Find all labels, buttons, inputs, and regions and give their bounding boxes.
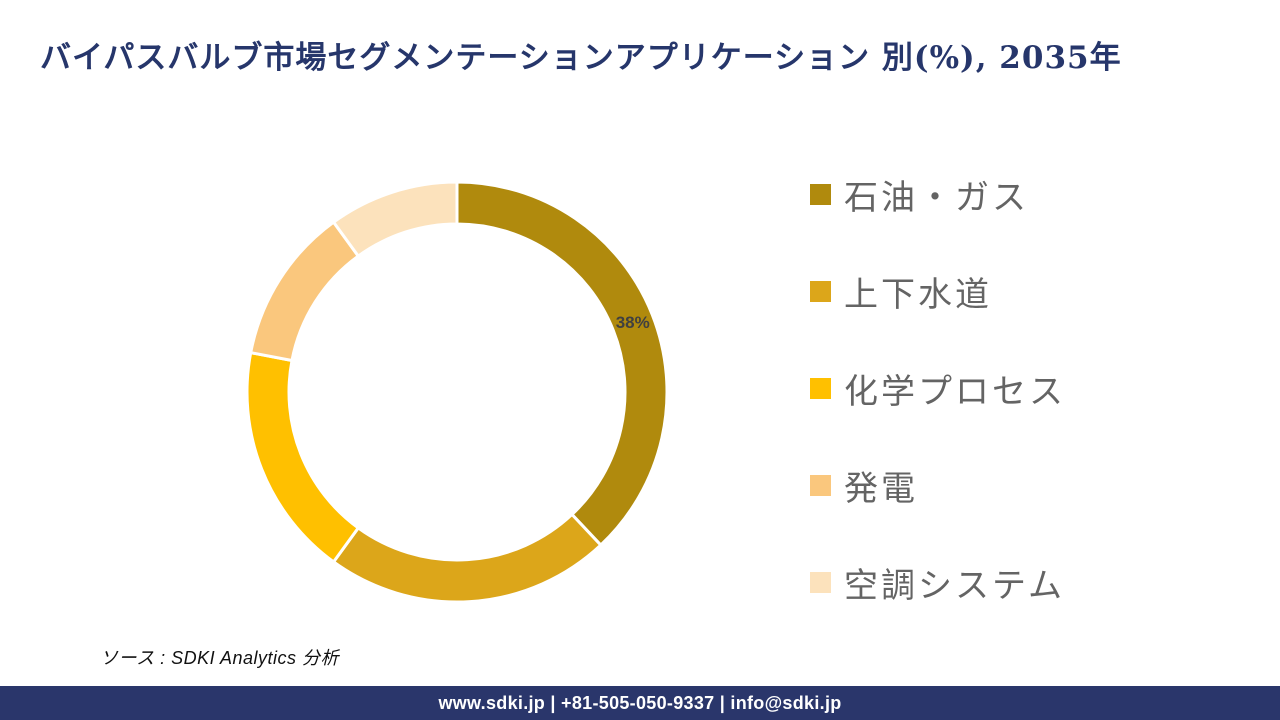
legend-item-0: 石油・ガス xyxy=(810,146,1066,243)
donut-segment-3 xyxy=(248,220,361,363)
donut-segment-1 xyxy=(331,512,603,604)
legend-swatch-icon xyxy=(810,378,831,399)
chart-title: バイパスバルブ市場セグメンテーションアプリケーション 別(%), 2035年 xyxy=(40,40,1122,76)
legend-swatch-icon xyxy=(810,281,831,302)
donut-segment-4 xyxy=(331,180,459,259)
legend-label: 空調システム xyxy=(844,567,1065,605)
legend-swatch-icon xyxy=(810,184,831,205)
legend-label: 上下水道 xyxy=(844,276,992,314)
chart-legend: 石油・ガス上下水道化学プロセス 発電空調システム xyxy=(810,146,1066,631)
legend-item-2: 化学プロセス xyxy=(810,340,1066,437)
donut-data-label-0: 38% xyxy=(616,313,650,332)
donut-segment-0 xyxy=(455,180,669,548)
legend-label: 発電 xyxy=(844,470,918,508)
legend-swatch-icon xyxy=(810,475,831,496)
donut-segment-2 xyxy=(245,350,361,564)
footer-contact: www.sdki.jp | +81-505-050-9337 | info@sd… xyxy=(438,692,842,713)
source-note: ソース : SDKI Analytics 分析 xyxy=(100,648,339,668)
legend-item-1: 上下水道 xyxy=(810,243,1066,340)
legend-label: 化学プロセス xyxy=(844,373,1066,411)
legend-item-4: 空調システム xyxy=(810,534,1066,631)
footer-bar: www.sdki.jp | +81-505-050-9337 | info@sd… xyxy=(0,686,1280,720)
legend-item-3: 発電 xyxy=(810,437,1066,534)
donut-chart: 38% xyxy=(245,180,669,604)
legend-swatch-icon xyxy=(810,572,831,593)
legend-label: 石油・ガス xyxy=(844,179,1029,217)
